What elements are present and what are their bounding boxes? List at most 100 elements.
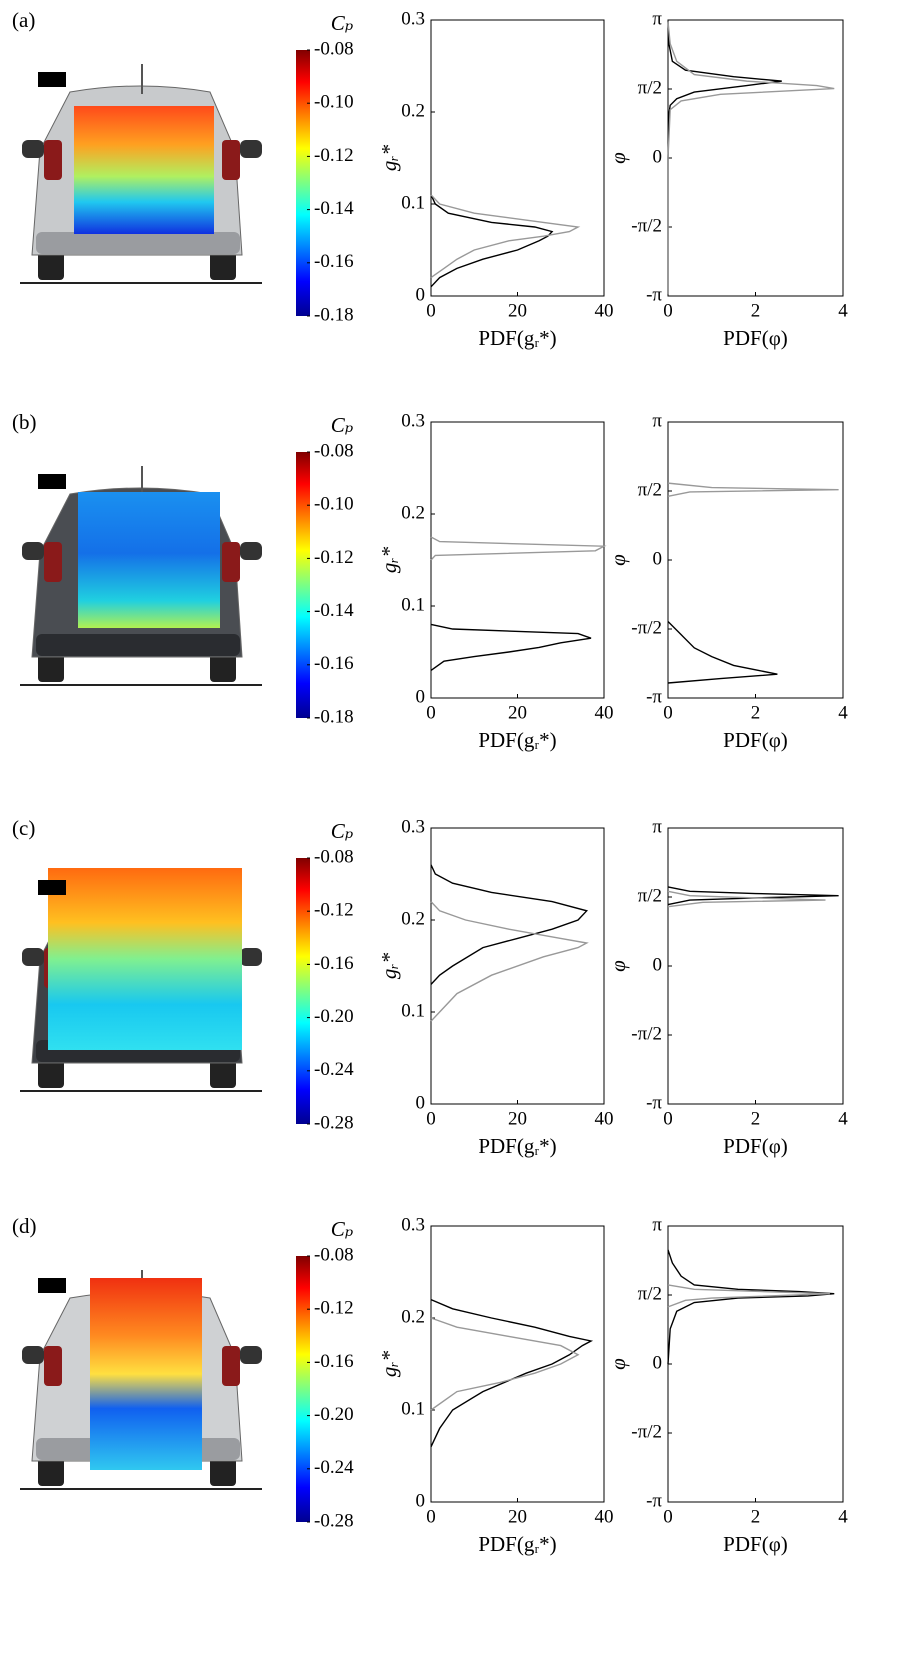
pdf-curve — [430, 1317, 580, 1411]
colorbar-tick-label: -0.16 — [314, 653, 354, 674]
tail-light — [222, 1346, 240, 1386]
y-tick-label: π — [652, 1214, 662, 1235]
colorbar-tick-label: -0.10 — [314, 494, 354, 515]
y-tick-label: 0 — [416, 1490, 426, 1511]
pdf-curve — [667, 1249, 835, 1365]
pdf-curve — [667, 21, 782, 295]
x-tick-label: 0 — [663, 300, 673, 321]
y-tick-label: π/2 — [638, 885, 662, 906]
pdf-curve — [430, 864, 589, 985]
x-tick-label: 20 — [508, 1506, 527, 1527]
tail-light — [222, 140, 240, 180]
y-tick-label: -π/2 — [631, 1023, 662, 1044]
pdf-curve — [667, 890, 826, 908]
tail-light — [44, 542, 62, 582]
x-tick-label: 20 — [508, 1108, 527, 1129]
bumper — [36, 232, 240, 254]
pressure-map — [78, 492, 220, 628]
x-tick-label: 4 — [838, 1108, 848, 1129]
pdf-curve — [430, 901, 589, 1022]
y-tick-label: -π/2 — [631, 617, 662, 638]
x-tick-label: 4 — [838, 300, 848, 321]
colorbar — [296, 50, 310, 316]
colorbar-tick-label: -0.20 — [314, 1006, 354, 1027]
panel-label: (b) — [12, 410, 37, 434]
colorbar-tick-label: -0.12 — [314, 145, 354, 166]
mirror — [22, 948, 44, 966]
pdf-curve — [430, 194, 554, 288]
y-axis-label: gᵣ* — [377, 952, 401, 979]
colorbar-tick-label: -0.18 — [314, 304, 354, 325]
axes-frame — [667, 1225, 844, 1503]
y-tick-label: 0.3 — [401, 1214, 425, 1235]
y-tick-label: π/2 — [638, 1283, 662, 1304]
vehicle-image — [20, 466, 262, 686]
vehicle-image — [20, 64, 262, 284]
x-tick-label: 40 — [595, 1108, 614, 1129]
pdf-curve — [430, 536, 607, 561]
x-tick-label: 0 — [663, 1108, 673, 1129]
colorbar-label: Cₚ — [331, 11, 353, 35]
axes-frame — [667, 827, 844, 1105]
scale-bar — [38, 72, 66, 87]
y-tick-label: 0.1 — [401, 1398, 425, 1419]
mirror — [240, 1346, 262, 1364]
x-tick-label: 20 — [508, 300, 527, 321]
pdf-curve — [667, 1284, 830, 1308]
mirror — [240, 140, 262, 158]
y-tick-label: 0 — [416, 686, 426, 707]
scale-bar — [38, 880, 66, 895]
y-axis-label: gᵣ* — [377, 144, 401, 171]
x-axis-label: PDF(φ) — [723, 326, 788, 350]
x-tick-label: 4 — [838, 1506, 848, 1527]
pdf-curve — [667, 621, 778, 684]
y-tick-label: -π — [646, 1092, 662, 1113]
y-axis-label: gᵣ* — [377, 1350, 401, 1377]
mirror — [22, 1346, 44, 1364]
x-tick-label: 0 — [663, 702, 673, 723]
colorbar-tick-label: -0.08 — [314, 440, 354, 461]
colorbar-tick-label: -0.20 — [314, 1404, 354, 1425]
colorbar-tick-label: -0.16 — [314, 251, 354, 272]
colorbar — [296, 452, 310, 718]
colorbar-tick-label: -0.12 — [314, 900, 354, 921]
y-tick-label: 0.2 — [401, 908, 425, 929]
y-tick-label: 0 — [653, 954, 663, 975]
y-tick-label: -π/2 — [631, 1421, 662, 1442]
y-tick-label: 0.1 — [401, 594, 425, 615]
y-axis-label: φ — [606, 1358, 630, 1370]
x-tick-label: 40 — [595, 300, 614, 321]
pdf-curve — [430, 623, 592, 671]
tail-light — [222, 542, 240, 582]
colorbar-tick-label: -0.28 — [314, 1510, 354, 1531]
y-tick-label: 0 — [416, 284, 426, 305]
y-tick-label: 0 — [416, 1092, 426, 1113]
scale-bar — [38, 474, 66, 489]
x-tick-label: 0 — [426, 1506, 436, 1527]
colorbar-tick-label: -0.08 — [314, 846, 354, 867]
y-tick-label: -π — [646, 284, 662, 305]
x-tick-label: 0 — [426, 1108, 436, 1129]
y-tick-label: π/2 — [638, 77, 662, 98]
y-axis-label: φ — [606, 554, 630, 566]
y-tick-label: 0 — [653, 548, 663, 569]
y-axis-label: φ — [606, 152, 630, 164]
colorbar-tick-label: -0.24 — [314, 1457, 354, 1478]
y-tick-label: π — [652, 8, 662, 29]
colorbar-tick-label: -0.14 — [314, 198, 354, 219]
ground-line — [20, 1090, 262, 1092]
x-tick-label: 20 — [508, 702, 527, 723]
colorbar — [296, 858, 310, 1124]
axes-frame — [430, 421, 605, 699]
colorbar-tick-label: -0.14 — [314, 600, 354, 621]
y-tick-label: -π/2 — [631, 215, 662, 236]
vehicle-image — [20, 868, 262, 1092]
x-tick-label: 40 — [595, 702, 614, 723]
x-tick-label: 0 — [663, 1506, 673, 1527]
x-tick-label: 4 — [838, 702, 848, 723]
x-tick-label: 0 — [426, 702, 436, 723]
colorbar-tick-label: -0.10 — [314, 92, 354, 113]
mirror — [22, 542, 44, 560]
